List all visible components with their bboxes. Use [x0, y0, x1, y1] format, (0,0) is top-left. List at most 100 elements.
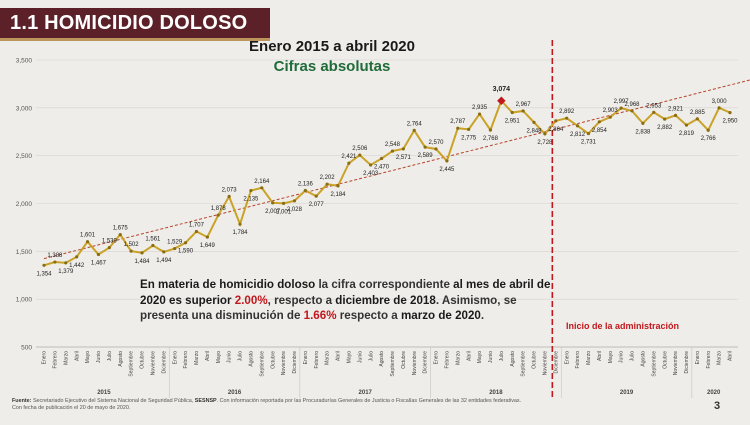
x-tick-label: Noviembre — [673, 351, 679, 375]
annot-pct-1: 2.00% — [234, 293, 268, 307]
data-point — [140, 251, 144, 255]
x-tick-label: Abril — [466, 351, 472, 361]
x-tick-label: Febrero — [444, 351, 450, 369]
data-label: 2,421 — [341, 154, 357, 160]
x-tick-label: Septiembre — [521, 351, 527, 377]
data-point — [543, 132, 547, 136]
data-point — [434, 147, 438, 151]
y-tick-label: 2,000 — [16, 201, 33, 208]
x-tick-label: Octubre — [532, 351, 538, 369]
footer-text: Secretariado Ejecutivo del Sistema Nacio… — [31, 398, 195, 404]
data-point — [401, 147, 405, 151]
data-point — [684, 123, 689, 127]
x-tick-label: Julio — [368, 351, 374, 362]
x-tick-label: Agosto — [640, 351, 646, 367]
data-point — [728, 111, 732, 115]
data-label: 2,882 — [657, 125, 673, 131]
data-label: 1,539 — [102, 239, 118, 245]
data-label: 2,470 — [374, 165, 390, 171]
data-point — [532, 120, 536, 124]
data-point — [173, 246, 177, 251]
data-label: 2,892 — [559, 109, 575, 115]
footer-text-2: . Con información reportada por las Proc… — [216, 398, 522, 404]
y-tick-label: 500 — [21, 345, 32, 352]
x-tick-label: Febrero — [575, 351, 581, 369]
annot-pct-2: 1.66% — [303, 309, 337, 322]
data-point — [445, 159, 449, 163]
data-label: 2,819 — [679, 131, 695, 137]
data-label: 2,077 — [309, 202, 325, 208]
data-point — [641, 121, 645, 125]
x-tick-label: Noviembre — [150, 351, 156, 375]
x-tick-label: Enero — [434, 351, 440, 365]
x-tick-label: Septiembre — [129, 351, 135, 377]
data-point — [379, 156, 384, 161]
data-point — [369, 163, 373, 167]
data-point — [118, 232, 122, 237]
data-point — [271, 201, 275, 205]
x-tick-label: Mayo — [85, 351, 91, 363]
x-tick-label: Julio — [238, 351, 244, 362]
x-tick-label: Julio — [107, 351, 113, 362]
year-label: 2017 — [359, 390, 373, 396]
x-tick-label: Marzo — [586, 351, 592, 365]
data-point — [586, 131, 591, 136]
data-point — [303, 188, 307, 193]
x-tick-label: Diciembre — [684, 351, 690, 374]
data-point — [53, 260, 57, 264]
data-point — [238, 222, 242, 226]
data-point — [85, 240, 90, 244]
data-label: 1,561 — [145, 236, 161, 242]
data-label: 1,878 — [211, 206, 227, 212]
source-footer: Fuente: Secretariado Ejecutivo del Siste… — [12, 398, 702, 412]
x-tick-label: Marzo — [63, 351, 69, 365]
annot-part-6: diciembre de 2018 — [335, 293, 436, 307]
data-point — [488, 128, 493, 132]
x-tick-label: Abril — [205, 351, 211, 361]
data-label: 1,442 — [69, 263, 85, 269]
data-label: 2,854 — [592, 128, 608, 134]
data-label: 1,467 — [91, 260, 107, 266]
chart-subtitle: Cifras absolutas — [273, 58, 391, 75]
data-point — [249, 188, 253, 193]
data-label: 2,864 — [548, 127, 564, 133]
x-tick-label: Septiembre — [259, 351, 265, 377]
data-label: 2,073 — [222, 188, 238, 194]
data-point — [554, 119, 558, 123]
x-tick-label: Junio — [619, 351, 625, 363]
x-tick-label: Enero — [303, 351, 309, 365]
data-point — [456, 126, 460, 130]
annot-part-10: marzo de 2020 — [400, 309, 481, 322]
annot-part-3: al mes de abril de 2020 es superior — [140, 278, 551, 307]
data-label: 2,571 — [396, 155, 412, 161]
annot-part-5: , respecto a — [267, 293, 336, 307]
page-number: 3 — [714, 400, 721, 412]
data-point — [314, 194, 318, 198]
admin-start-label: Inicio de la administración — [566, 321, 680, 331]
year-label: 2019 — [620, 390, 634, 396]
data-label: 2,136 — [298, 181, 314, 187]
data-label: 2,202 — [320, 175, 336, 181]
series-line — [43, 98, 731, 267]
x-tick-label: Octubre — [270, 351, 276, 369]
data-label: 2,184 — [330, 192, 346, 198]
data-point — [205, 235, 209, 239]
x-tick-label: Agosto — [248, 351, 254, 367]
x-tick-label: Enero — [695, 351, 701, 365]
data-label: 2,548 — [385, 142, 401, 148]
data-label: 1,484 — [134, 259, 150, 265]
data-point — [521, 109, 525, 113]
data-label: 2,001 — [276, 209, 292, 215]
chart-title: Enero 2015 a abril 2020 — [249, 38, 415, 55]
title-bar: 1.1 HOMICIDIO DOLOSO — [0, 8, 270, 38]
data-point — [510, 110, 514, 115]
x-tick-label: Diciembre — [553, 351, 559, 374]
data-label: 2,935 — [472, 105, 488, 111]
data-label: 1,675 — [113, 226, 129, 232]
x-tick-label: Junio — [357, 351, 363, 363]
data-label: 1,354 — [36, 271, 52, 277]
data-label: 1,494 — [156, 258, 172, 264]
year-label: 2015 — [97, 390, 111, 396]
annot-part-1: En materia de homicidio doloso — [140, 278, 316, 291]
